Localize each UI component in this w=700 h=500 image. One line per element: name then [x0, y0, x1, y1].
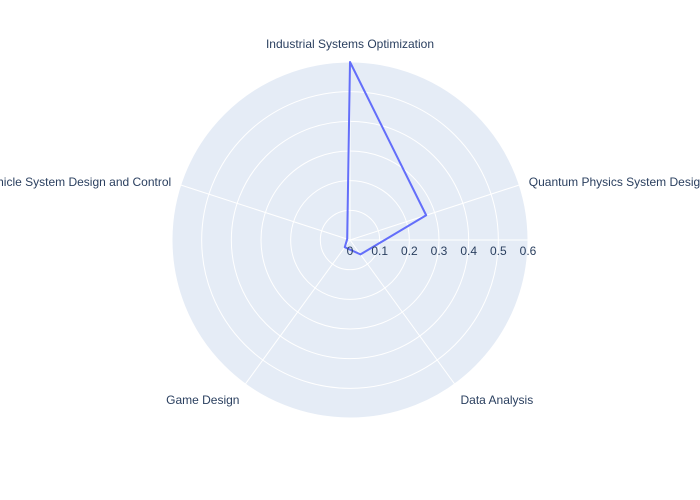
radial-tick-label: 0 [347, 244, 354, 258]
spoke [349, 239, 456, 385]
radial-tick-label: 0.4 [460, 244, 477, 258]
category-label: Data Analysis [461, 393, 534, 407]
category-label: Quantum Physics System Design [529, 175, 700, 189]
category-label: Industrial Systems Optimization [266, 37, 434, 51]
category-labels: Industrial Systems Optimization Quantum P… [0, 37, 700, 407]
category-label: Vehicle System Design and Control [0, 175, 171, 189]
radial-tick-label: 0.1 [371, 244, 388, 258]
radial-tick-label: 0.5 [490, 244, 507, 258]
radial-tick-label: 0.6 [520, 244, 537, 258]
spoke [180, 184, 351, 241]
angular-grid [180, 62, 528, 385]
radial-tick-label: 0.3 [431, 244, 448, 258]
radial-tick-labels: 0 0.1 0.2 0.3 0.4 0.5 0.6 [347, 244, 537, 258]
spoke [349, 184, 520, 241]
series-line [343, 61, 428, 256]
radial-tick-label: 0.2 [401, 244, 418, 258]
category-label: Game Design [166, 393, 239, 407]
spoke [244, 239, 351, 385]
